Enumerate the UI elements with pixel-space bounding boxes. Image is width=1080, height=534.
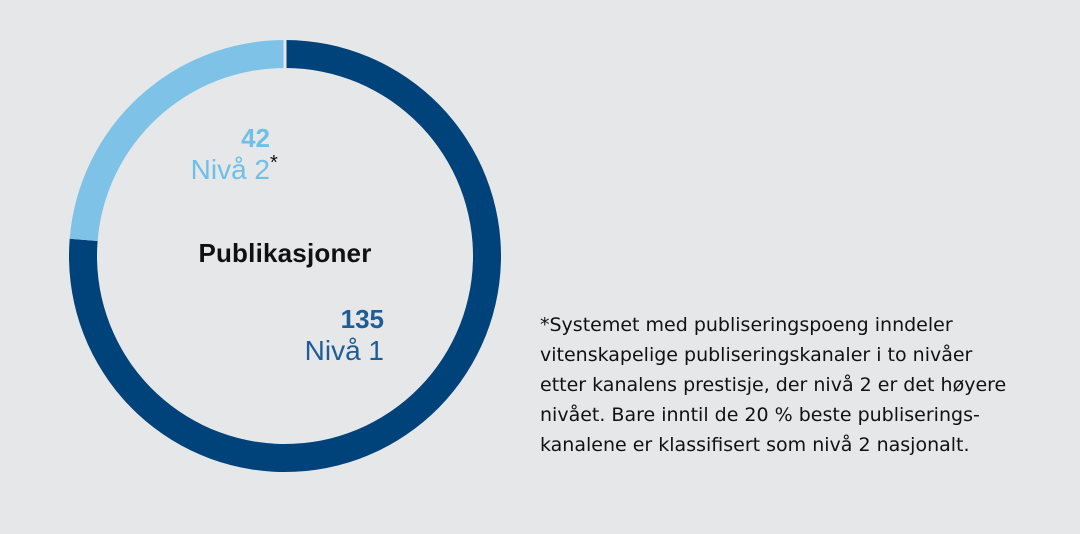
footnote-marker: * [270,152,278,174]
slice-name-level-2: Nivå 2 [190,153,270,185]
donut-slice-level-2 [69,40,286,242]
footnote-line: etter kanalens prestisje, der nivå 2 er … [540,374,1007,396]
slice-label-level-2: 42 Nivå 2 [160,123,270,186]
footnote-line: kanalene er klassifisert som nivå 2 nasj… [540,434,970,456]
slice-name-level-1: Nivå 1 [304,334,384,366]
slice-value-level-1: 135 [340,304,384,334]
slice-label-level-1: 135 Nivå 1 [250,304,384,367]
slice-value-level-2: 42 [241,123,270,153]
footnote-line: nivået. Bare inntil de 20 % beste publis… [540,404,980,426]
chart-center-label: Publikasjoner [198,238,372,268]
footnote-line: vitenskapelige publiseringskanaler i to … [540,344,973,366]
footnote-line: *Systemet med publiseringspoeng inndeler [540,314,953,336]
footnote-text: *Systemet med publiseringspoeng inndeler… [540,310,1060,460]
